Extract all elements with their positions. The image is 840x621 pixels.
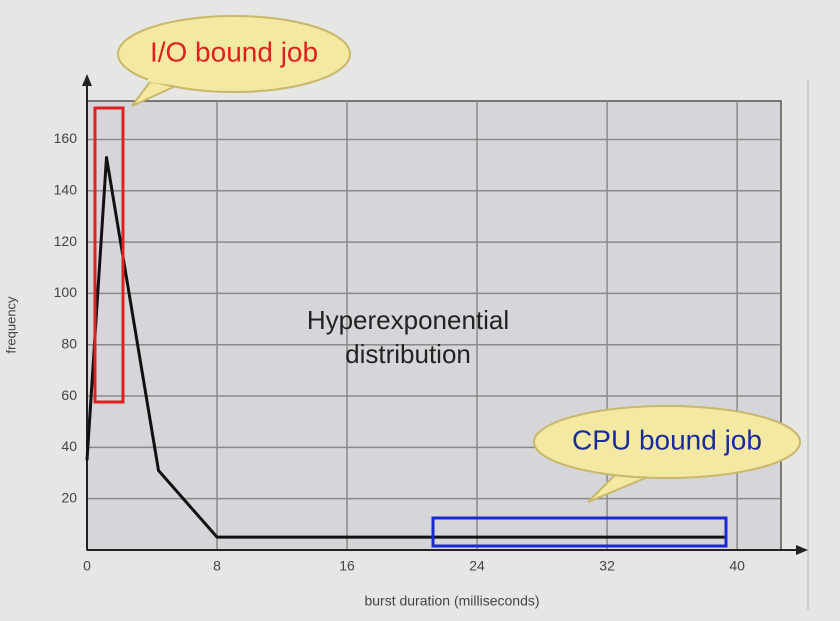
y-tick-label: 40 bbox=[61, 438, 77, 454]
io-highlight-box bbox=[93, 106, 125, 404]
bubble-join bbox=[617, 466, 653, 476]
bubble-text: I/O bound job bbox=[150, 36, 318, 67]
x-tick-label: 32 bbox=[599, 558, 615, 574]
y-axis-label: frequency bbox=[3, 296, 18, 354]
y-tick-label: 140 bbox=[54, 182, 78, 198]
y-tick-label: 20 bbox=[61, 489, 77, 505]
y-tick-label: 80 bbox=[61, 335, 77, 351]
center-annotation: distribution bbox=[345, 339, 471, 369]
io-bubble: I/O bound job bbox=[117, 15, 351, 107]
center-annotation: Hyperexponential bbox=[307, 305, 509, 335]
y-tick-label: 100 bbox=[54, 284, 78, 300]
bubble bbox=[533, 405, 801, 479]
x-axis-arrow bbox=[796, 545, 808, 555]
x-tick-label: 8 bbox=[213, 558, 221, 574]
y-tick-label: 60 bbox=[61, 387, 77, 403]
y-tick-label: 120 bbox=[54, 233, 78, 249]
x-tick-label: 0 bbox=[83, 558, 91, 574]
marks bbox=[85, 155, 726, 539]
y-axis-arrow bbox=[82, 74, 92, 86]
cpu-highlight-box bbox=[431, 516, 728, 548]
x-tick-label: 24 bbox=[469, 558, 485, 574]
y-tick-label: 160 bbox=[54, 130, 78, 146]
x-tick-label: 40 bbox=[729, 558, 745, 574]
line-series bbox=[85, 155, 726, 539]
x-axis-label: burst duration (milliseconds) bbox=[364, 593, 539, 609]
x-tick-label: 16 bbox=[339, 558, 355, 574]
bubble-text: CPU bound job bbox=[572, 424, 762, 455]
bubble-join bbox=[147, 78, 181, 86]
bubble bbox=[117, 15, 351, 93]
cpu-bubble: CPU bound job bbox=[533, 405, 801, 503]
